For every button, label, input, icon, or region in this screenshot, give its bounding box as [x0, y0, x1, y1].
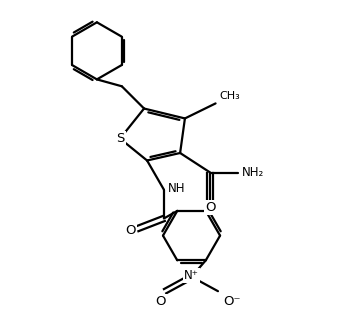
- Text: O: O: [126, 224, 136, 237]
- Text: S: S: [116, 132, 125, 145]
- Text: N⁺: N⁺: [184, 269, 199, 282]
- Text: O: O: [155, 295, 166, 308]
- Text: O⁻: O⁻: [223, 295, 241, 308]
- Text: NH₂: NH₂: [242, 166, 264, 179]
- Text: CH₃: CH₃: [219, 91, 240, 101]
- Text: O: O: [205, 201, 215, 214]
- Text: NH: NH: [168, 182, 185, 195]
